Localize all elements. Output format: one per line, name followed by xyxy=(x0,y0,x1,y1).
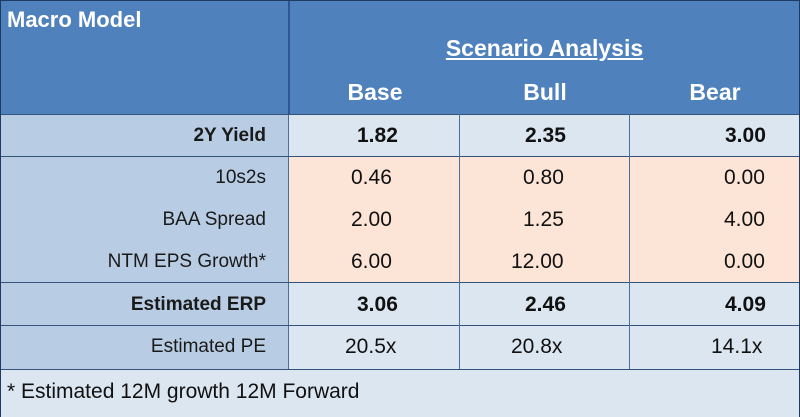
row-label-estimated-erp: Estimated ERP xyxy=(130,294,266,315)
cell-2y-yield-bull: 2.35 xyxy=(459,115,629,156)
value-baa-spread-base: 2.00 xyxy=(351,208,392,231)
column-divider xyxy=(629,114,630,369)
value-pe-base: 20.5x xyxy=(345,335,397,358)
cell-drivers-base: 0.46 2.00 6.00 xyxy=(289,157,459,282)
scenario-columns: Base Bull Bear xyxy=(290,79,799,111)
column-header-base: Base xyxy=(347,79,403,105)
row-label-baa-spread: BAA Spread xyxy=(162,209,266,230)
row-label-2y-yield: 2Y Yield xyxy=(193,125,266,146)
value-2y-yield-bear: 3.00 xyxy=(725,124,766,147)
footnote-bar: * Estimated 12M growth 12M Forward xyxy=(1,369,799,417)
cell-erp-base: 3.06 xyxy=(289,283,459,325)
cell-pe-bull: 20.8x xyxy=(459,326,629,369)
cell-erp-bear: 4.09 xyxy=(629,283,799,325)
column-divider xyxy=(459,114,460,369)
value-baa-spread-bull: 1.25 xyxy=(523,208,564,231)
header-divider xyxy=(288,1,290,114)
table-row-estimated-pe: Estimated PE 20.5x 20.8x 14.1x xyxy=(1,326,799,369)
value-10s2s-bear: 0.00 xyxy=(724,166,765,189)
table-title: Macro Model xyxy=(7,7,142,32)
table-block-drivers: 10s2s BAA Spread NTM EPS Growth* 0.46 2.… xyxy=(1,157,799,282)
value-pe-bear: 14.1x xyxy=(711,335,763,358)
cell-erp-bull: 2.46 xyxy=(459,283,629,325)
cell-2y-yield-base: 1.82 xyxy=(289,115,459,156)
value-pe-bull: 20.8x xyxy=(511,335,563,358)
column-header-bear: Bear xyxy=(689,79,741,105)
row-label-estimated-pe: Estimated PE xyxy=(150,336,266,357)
row-label-cell: 2Y Yield xyxy=(1,115,289,156)
value-erp-base: 3.06 xyxy=(357,293,398,316)
cell-drivers-bear: 0.00 4.00 0.00 xyxy=(629,157,799,282)
cell-pe-base: 20.5x xyxy=(289,326,459,369)
value-baa-spread-bear: 4.00 xyxy=(724,208,765,231)
row-label-10s2s: 10s2s xyxy=(215,167,266,188)
row-label-cell: 10s2s BAA Spread NTM EPS Growth* xyxy=(1,157,289,282)
value-ntm-eps-growth-base: 6.00 xyxy=(351,250,392,273)
table-row-2y-yield: 2Y Yield 1.82 2.35 3.00 xyxy=(1,114,799,157)
value-10s2s-base: 0.46 xyxy=(351,166,392,189)
table-header: Macro Model Scenario Analysis Base Bull … xyxy=(1,1,799,114)
cell-drivers-bull: 0.80 1.25 12.00 xyxy=(459,157,629,282)
footnote-text: * Estimated 12M growth 12M Forward xyxy=(7,380,360,403)
column-header-bull: Bull xyxy=(523,79,567,105)
value-2y-yield-bull: 2.35 xyxy=(525,124,566,147)
value-2y-yield-base: 1.82 xyxy=(357,124,398,147)
cell-pe-bear: 14.1x xyxy=(629,326,799,369)
value-10s2s-bull: 0.80 xyxy=(523,166,564,189)
table-row-estimated-erp: Estimated ERP 3.06 2.46 4.09 xyxy=(1,282,799,326)
value-erp-bear: 4.09 xyxy=(725,293,766,316)
value-ntm-eps-growth-bear: 0.00 xyxy=(724,250,765,273)
value-ntm-eps-growth-bull: 12.00 xyxy=(511,250,564,273)
value-erp-bull: 2.46 xyxy=(525,293,566,316)
scenario-analysis-heading: Scenario Analysis xyxy=(445,35,644,61)
row-label-cell: Estimated ERP xyxy=(1,283,289,325)
row-label-cell: Estimated PE xyxy=(1,326,289,369)
row-label-ntm-eps-growth: NTM EPS Growth* xyxy=(107,251,266,272)
cell-2y-yield-bear: 3.00 xyxy=(629,115,799,156)
